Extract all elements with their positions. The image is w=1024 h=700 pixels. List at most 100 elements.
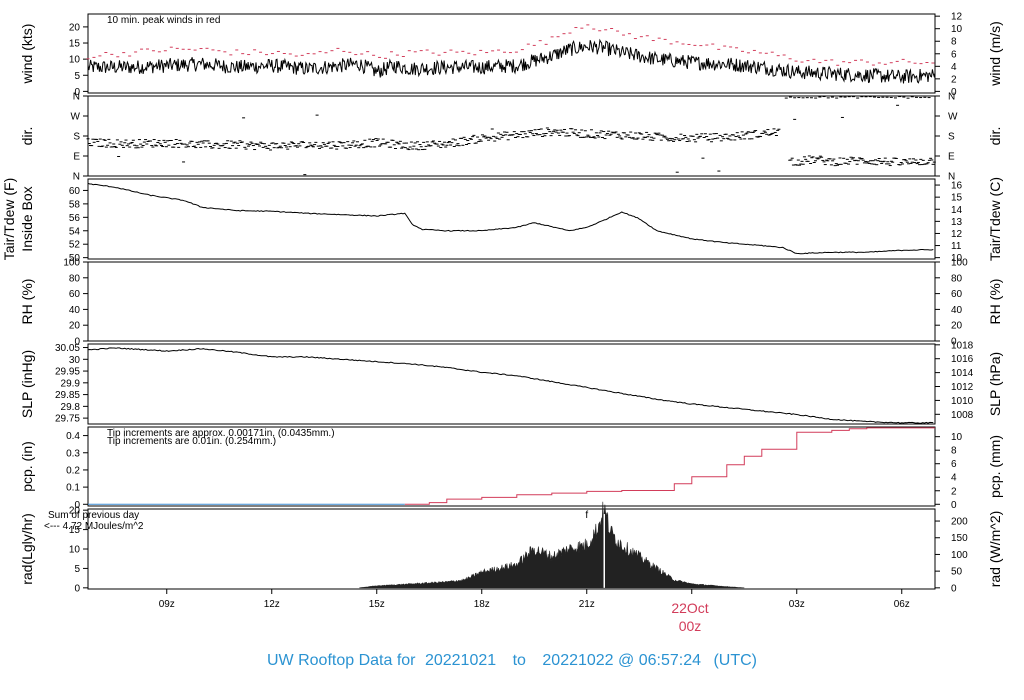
rad-left-tick-label: 5 [74,564,80,575]
rad-right-tick-label: 50 [951,567,963,578]
temp-right-tick-label: 15 [951,193,963,204]
panel-rh: 0 20 40 60 80 100 0 20 40 60 80 100 RH (%) RH (%) [19,258,1003,348]
pcp-left-tick-label: 0.2 [66,465,80,476]
dir-right-tick-label: S [948,132,955,143]
wind-right-tick-label: 2 [951,74,957,85]
slp-left-tick-label: 29.75 [55,414,80,425]
wind-frame [87,13,936,94]
slp-right-tick-label: 1018 [951,340,974,351]
rh-right-tick-label: 20 [951,321,963,332]
rad-marker: f [585,510,588,521]
wind-left-tick-label: 10 [69,55,81,66]
slp-left-tick-label: 29.9 [61,378,81,389]
pcp_red-series-line [404,427,935,505]
rad-left-tick-label: 15 [69,525,81,536]
dir-left-tick-label: S [73,132,80,143]
rh-left-tick-label: 0 [74,337,80,348]
temp-right-tick-label: 11 [951,241,962,252]
pcp-right-tick-label: 8 [951,446,957,457]
pcp-note-2: Tip increments are 0.01in. (0.254mm.) [107,436,276,447]
wind-right-tick-label: 10 [951,24,963,35]
slp-right-tick-label: 1008 [951,410,974,421]
peak-series [86,24,935,66]
temp-left-tick-label: 56 [69,213,81,224]
temp-left-tick-label: 52 [69,240,81,251]
wind-left-tick-label: 5 [74,71,80,82]
slp-left-tick-label: 30 [69,355,81,366]
rh-right-tick-label: 80 [951,273,963,284]
wind-right-tick-label: 8 [951,37,957,48]
dir-right-tick-label: N [948,92,955,103]
slp-left-tick-label: 29.95 [55,367,80,378]
wind-left-tick-label: 15 [69,39,81,50]
rad-right-tick-label: 150 [951,533,968,544]
rh-ylabel-right: RH (%) [987,279,1003,325]
date-marker-hour: 00z [679,618,702,634]
wind-series-line [87,38,936,84]
rh-ylabel-left: RH (%) [19,279,35,325]
rh-left-tick-label: 100 [63,258,80,269]
slp-ylabel-right: SLP (hPa) [987,352,1003,416]
temp-right-tick-label: 16 [951,181,963,192]
rh-frame [87,261,936,342]
x-tick-label: 03z [789,599,805,610]
rad-right-tick-label: 0 [951,583,957,594]
slp-left-tick-label: 30.05 [55,343,80,354]
rh-right-tick-label: 60 [951,289,963,300]
dir-left-tick-label: N [73,92,80,103]
temp-left-tick-label: 58 [69,199,81,210]
wind-right-tick-label: 6 [951,49,957,60]
footer-title: UW Rooftop Data for 20221021 to 20221022… [267,652,757,669]
dir-ylabel-right: dir. [987,127,1003,146]
pcp-left-tick-label: 0.4 [66,431,80,442]
pcp-left-tick-label: 0 [74,500,80,511]
slp-series-line [87,347,934,424]
rh-left-tick-label: 40 [69,305,81,316]
rad-note-2: <--- 4.72 MJoules/m^2 [44,521,144,532]
pcp-right-tick-label: 4 [951,473,957,484]
pcp-note-1: Tip increments are approx. 0.00171in. (0… [107,428,335,439]
pcp-right-tick-label: 2 [951,486,957,497]
x-axis: 09z 12z 15z 18z 21z 03z 06z [159,589,910,610]
slp-right-tick-label: 1014 [951,368,974,379]
rh-right-tick-label: 100 [951,258,968,269]
wind-right-tick-label: 12 [951,12,963,23]
pcp-right-tick-label: 0 [951,500,957,511]
x-tick-label: 18z [474,599,490,610]
footer-start: 20221021 [425,652,496,669]
temp-ylabel-left: Tair/Tdew (F) [1,178,17,260]
rh-left-tick-label: 80 [69,273,81,284]
pcp-left-tick-label: 0.1 [66,483,80,494]
slp-right-tick-label: 1012 [951,382,974,393]
temp-frame [87,178,936,260]
temp-left-tick-label: 50 [69,253,81,264]
rad-note-1: Sum of previous day [48,510,139,521]
dir-series-dir_late [784,96,936,167]
footer-prefix: UW Rooftop Data for [267,652,416,669]
slp-frame [87,343,936,425]
pcp-ylabel-left: pcp. (in) [19,441,35,492]
rad-right-tick-label: 100 [951,550,968,561]
pcp-right-tick-label: 10 [951,432,963,443]
dir-right-tick-label: N [948,172,955,183]
dir-right-tick-label: E [948,152,955,163]
dir-series-dir_main [86,114,781,176]
slp-left-tick-label: 29.8 [61,402,81,413]
wind-annotation: 10 min. peak winds in red [107,15,220,26]
temp-right-tick-label: 14 [951,205,963,216]
slp-right-tick-label: 1010 [951,396,974,407]
wind-ylabel-right: wind (m/s) [987,21,1003,87]
temp-ylabel-left2: Inside Box [19,186,35,251]
wind-ylabel-left: wind (kts) [19,24,35,85]
slp-right-tick-label: 1016 [951,354,974,365]
dir-right-tick-label: W [948,112,958,123]
rad-left-tick-label: 20 [69,506,81,517]
date-marker-day: 22Oct [671,600,708,616]
wind-right-tick-label: 0 [951,87,957,98]
pcp-frame [87,426,936,507]
slp-left-tick-label: 29.85 [55,390,80,401]
temp-right-tick-label: 10 [951,253,963,264]
